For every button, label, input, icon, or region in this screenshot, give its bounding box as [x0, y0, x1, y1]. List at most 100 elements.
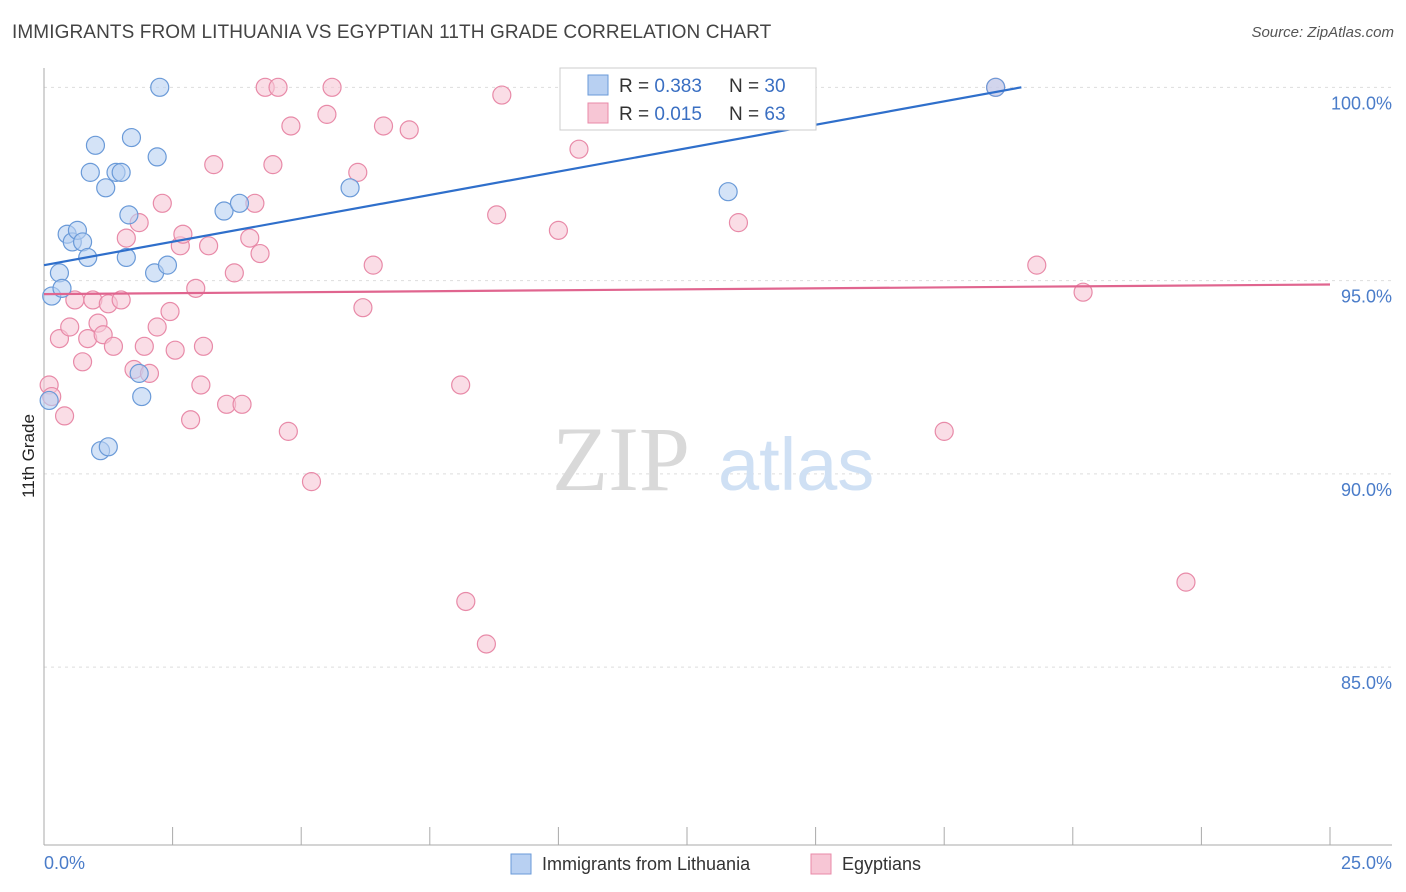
egyptians-point [72, 352, 93, 372]
y-axis-label: 11th Grade [19, 414, 38, 498]
legend-r-label-2: R = [619, 104, 654, 125]
egyptians-point [111, 290, 131, 310]
egyptians-point [399, 120, 419, 140]
lithuania-point [229, 193, 250, 213]
egyptians-point [204, 155, 224, 175]
svg-text:N = 63: N = 63 [729, 104, 786, 125]
trend-lines [43, 86, 1331, 296]
svg-text:R = 0.015: R = 0.015 [619, 104, 702, 125]
egyptians-point [492, 85, 512, 105]
egyptians-points [39, 77, 1196, 654]
egyptians-point [728, 213, 749, 233]
lithuania-point [80, 162, 100, 182]
egyptians-point [152, 193, 172, 213]
egyptians-point [165, 340, 185, 360]
lithuania-point [116, 247, 136, 268]
egyptians-point [268, 77, 288, 97]
legend-r-value-2: 0.015 [654, 104, 702, 125]
egyptians-point [569, 139, 589, 159]
egyptians-point [934, 421, 954, 441]
egyptians-point [373, 116, 394, 136]
x-ticks [172, 827, 1331, 845]
egyptians-point [147, 317, 167, 337]
egyptians-point [186, 278, 206, 298]
chart-title: IMMIGRANTS FROM LITHUANIA VS EGYPTIAN 11… [12, 22, 772, 43]
egyptians-point [240, 228, 260, 248]
legend-r-label-1: R = [619, 76, 654, 97]
egyptians-point [191, 375, 211, 395]
egyptians-point [60, 317, 80, 337]
lithuania-point [96, 178, 116, 198]
egyptians-point [263, 155, 283, 175]
egyptians-trend-line [43, 283, 1331, 296]
egyptians-point [1073, 282, 1093, 302]
egyptians-point [250, 243, 270, 264]
svg-text:N = 30: N = 30 [729, 76, 786, 97]
lithuania-point [129, 363, 149, 383]
bottom-legend-swatch-lithuania [510, 853, 532, 875]
egyptians-point [281, 116, 301, 136]
bottom-legend-label-lithuania: Immigrants from Lithuania [542, 854, 751, 874]
egyptians-point [160, 301, 180, 322]
legend-n-label-1: N = [729, 76, 764, 97]
bottom-legend-swatch-egyptians [810, 853, 832, 875]
axes [43, 68, 1392, 846]
legend-swatch-lithuania [587, 74, 609, 96]
legend-r-value-1: 0.383 [654, 76, 702, 97]
egyptians-point [548, 220, 569, 240]
lithuania-point [718, 182, 738, 202]
lithuania-point [157, 255, 178, 275]
egyptians-point [353, 298, 373, 318]
egyptians-point [476, 634, 496, 654]
svg-text:R = 0.383: R = 0.383 [619, 76, 702, 97]
egyptians-point [363, 255, 383, 275]
lithuania-point [119, 205, 139, 225]
egyptians-point [1027, 255, 1047, 275]
watermark: ZIP atlas [552, 408, 874, 510]
y-tick-label-85: 85.0% [1341, 673, 1392, 693]
bottom-legend: Immigrants from Lithuania Egyptians [510, 853, 921, 875]
egyptians-point [224, 263, 244, 283]
egyptians-point [1176, 572, 1196, 592]
egyptians-point [116, 228, 136, 248]
lithuania-point [85, 135, 106, 155]
legend-n-label-2: N = [729, 104, 764, 125]
watermark-atlas: atlas [718, 423, 874, 506]
egyptians-point [193, 336, 214, 356]
y-tick-label-95: 95.0% [1341, 287, 1392, 307]
lithuania-points [39, 77, 1006, 461]
lithuania-point [121, 127, 142, 148]
lithuania-point [214, 201, 234, 221]
egyptians-point [301, 472, 322, 492]
egyptians-point [451, 375, 471, 395]
egyptians-point [348, 162, 368, 182]
legend-swatch-egyptians [587, 102, 609, 124]
x-tick-label-max: 25.0% [1341, 853, 1392, 873]
legend-n-value-1: 30 [764, 76, 785, 97]
egyptians-point [322, 77, 342, 97]
watermark-zip: ZIP [552, 408, 690, 510]
lithuania-point [132, 386, 152, 407]
egyptians-point [317, 104, 337, 124]
lithuania-point [98, 437, 118, 457]
egyptians-point [103, 336, 124, 356]
lithuania-point [147, 147, 167, 167]
y-tick-label-90: 90.0% [1341, 480, 1392, 500]
bottom-legend-label-egyptians: Egyptians [842, 854, 921, 874]
top-legend: R = 0.383 N = 30 R = 0.015 N = 63 [559, 67, 817, 131]
lithuania-point [111, 162, 131, 182]
x-tick-label-min: 0.0% [44, 853, 85, 873]
y-tick-labels: 85.0% 90.0% 95.0% 100.0% [1331, 93, 1392, 693]
egyptians-point [199, 236, 219, 256]
chart-source: Source: ZipAtlas.com [1251, 24, 1394, 41]
egyptians-point [456, 591, 476, 612]
lithuania-point [340, 178, 360, 198]
lithuania-point [150, 77, 170, 97]
lithuania-trend-line [43, 86, 1022, 267]
y-tick-label-100: 100.0% [1331, 93, 1392, 113]
egyptians-point [232, 394, 252, 414]
egyptians-point [278, 421, 298, 441]
lithuania-point [52, 278, 72, 298]
egyptians-point [134, 336, 154, 356]
